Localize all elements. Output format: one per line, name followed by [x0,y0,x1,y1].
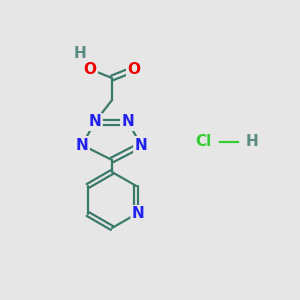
Text: N: N [132,206,145,221]
Text: O: O [128,62,140,77]
Text: N: N [135,137,147,152]
Text: H: H [246,134,259,149]
Text: O: O [83,62,97,77]
Text: N: N [122,115,134,130]
Text: N: N [76,137,88,152]
Text: Cl: Cl [196,134,212,149]
Text: N: N [88,115,101,130]
Text: H: H [74,46,86,61]
